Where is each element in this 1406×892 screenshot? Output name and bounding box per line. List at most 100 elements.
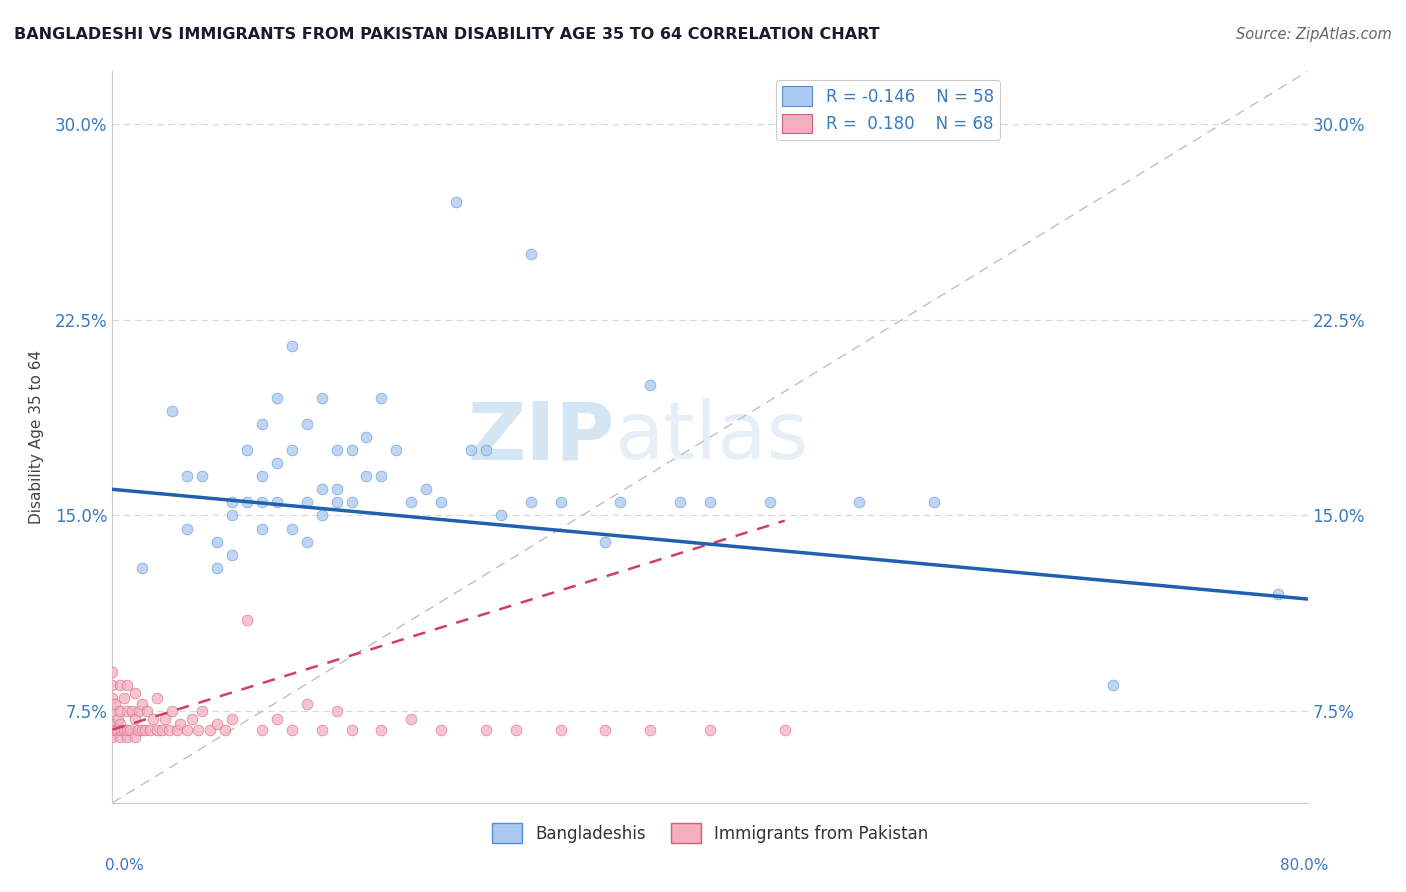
Point: [162, 404, 183, 418]
Point: [430, 495, 453, 509]
Point: [214, 723, 236, 737]
Point: [250, 495, 273, 509]
Point: [266, 391, 288, 405]
Point: [124, 712, 146, 726]
Point: [699, 723, 721, 737]
Point: [295, 495, 318, 509]
Point: [311, 508, 333, 523]
Point: [266, 495, 288, 509]
Point: [640, 377, 662, 392]
Point: [550, 723, 572, 737]
Point: [205, 560, 228, 574]
Point: [250, 723, 273, 737]
Point: [101, 717, 124, 731]
Point: [250, 521, 273, 535]
Point: [134, 723, 156, 737]
Point: [520, 495, 543, 509]
Point: [848, 495, 870, 509]
Point: [131, 560, 153, 574]
Point: [166, 723, 188, 737]
Point: [281, 723, 304, 737]
Point: [124, 686, 146, 700]
Point: [236, 495, 259, 509]
Point: [101, 731, 124, 745]
Point: [266, 456, 288, 470]
Point: [221, 495, 243, 509]
Point: [180, 712, 202, 726]
Y-axis label: Disability Age 35 to 64: Disability Age 35 to 64: [30, 350, 44, 524]
Point: [505, 723, 527, 737]
Point: [325, 443, 347, 458]
Point: [475, 443, 498, 458]
Point: [325, 483, 347, 497]
Point: [221, 548, 243, 562]
Point: [295, 697, 318, 711]
Point: [640, 723, 662, 737]
Text: Source: ZipAtlas.com: Source: ZipAtlas.com: [1236, 27, 1392, 42]
Point: [430, 723, 453, 737]
Point: [153, 712, 176, 726]
Point: [236, 443, 259, 458]
Point: [281, 443, 304, 458]
Point: [444, 194, 467, 209]
Point: [101, 665, 124, 680]
Point: [150, 723, 173, 737]
Point: [107, 712, 129, 726]
Point: [311, 391, 333, 405]
Point: [169, 717, 191, 731]
Point: [295, 534, 318, 549]
Point: [108, 678, 131, 692]
Point: [1267, 587, 1289, 601]
Point: [460, 443, 482, 458]
Point: [401, 712, 423, 726]
Point: [117, 731, 139, 745]
Point: [191, 705, 214, 719]
Point: [759, 495, 782, 509]
Point: [221, 508, 243, 523]
Point: [101, 678, 124, 692]
Point: [250, 417, 273, 431]
Text: BANGLADESHI VS IMMIGRANTS FROM PAKISTAN DISABILITY AGE 35 TO 64 CORRELATION CHAR: BANGLADESHI VS IMMIGRANTS FROM PAKISTAN …: [14, 27, 880, 42]
Point: [595, 723, 617, 737]
Point: [550, 495, 572, 509]
Point: [669, 495, 692, 509]
Point: [250, 469, 273, 483]
Point: [176, 469, 198, 483]
Point: [281, 521, 304, 535]
Point: [415, 483, 437, 497]
Point: [325, 495, 347, 509]
Point: [135, 705, 157, 719]
Point: [101, 691, 124, 706]
Point: [340, 495, 363, 509]
Point: [114, 723, 135, 737]
Point: [773, 723, 796, 737]
Point: [385, 443, 408, 458]
Text: atlas: atlas: [614, 398, 808, 476]
Point: [266, 712, 288, 726]
Point: [609, 495, 631, 509]
Point: [922, 495, 945, 509]
Point: [108, 705, 131, 719]
Point: [198, 723, 221, 737]
Point: [117, 723, 139, 737]
Point: [489, 508, 512, 523]
Point: [110, 723, 132, 737]
Point: [520, 247, 543, 261]
Point: [114, 691, 135, 706]
Point: [236, 613, 259, 627]
Point: [325, 705, 347, 719]
Point: [340, 443, 363, 458]
Point: [108, 731, 131, 745]
Point: [105, 723, 128, 737]
Point: [108, 717, 131, 731]
Point: [131, 697, 153, 711]
Point: [157, 723, 180, 737]
Point: [191, 469, 214, 483]
Point: [104, 723, 127, 737]
Point: [117, 705, 139, 719]
Point: [162, 705, 183, 719]
Point: [281, 338, 304, 352]
Point: [205, 717, 228, 731]
Point: [295, 417, 318, 431]
Point: [124, 731, 146, 745]
